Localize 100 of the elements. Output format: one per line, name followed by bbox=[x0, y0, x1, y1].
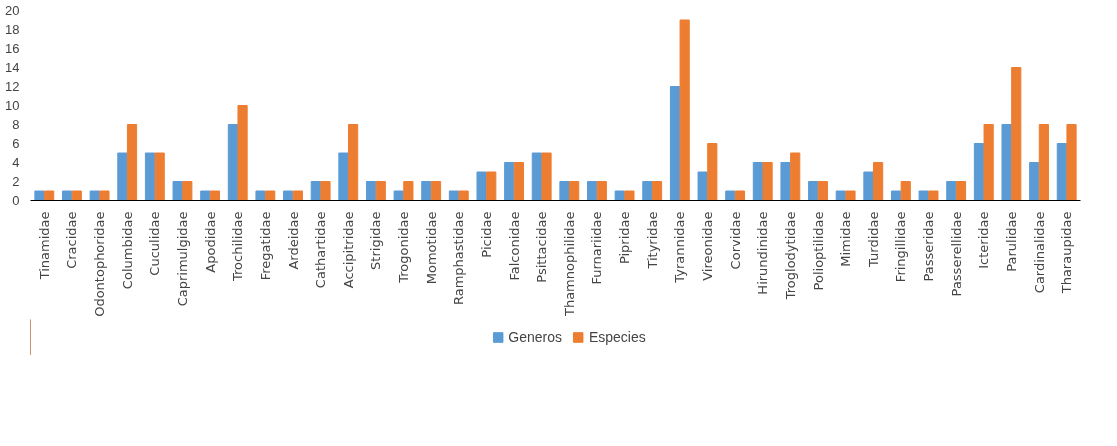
bar bbox=[955, 181, 967, 201]
bar bbox=[845, 190, 856, 201]
x-tick-label: Strigidae bbox=[368, 211, 384, 270]
bar bbox=[348, 124, 359, 201]
bar bbox=[624, 190, 635, 201]
bar bbox=[320, 181, 331, 201]
bar bbox=[1029, 162, 1040, 201]
x-tick-label: Picidae bbox=[478, 211, 494, 258]
bar bbox=[614, 190, 625, 201]
bar bbox=[569, 181, 580, 201]
y-tick-label: 18 bbox=[5, 22, 20, 37]
x-tick-label: Columbidae bbox=[119, 211, 135, 290]
bar bbox=[34, 190, 45, 201]
bar bbox=[117, 152, 128, 201]
bar bbox=[393, 190, 404, 201]
bar bbox=[71, 190, 82, 201]
bar bbox=[873, 162, 884, 201]
bar bbox=[99, 190, 110, 201]
bar bbox=[918, 190, 929, 201]
y-tick-label: 0 bbox=[12, 193, 20, 208]
x-tick-label: Cathartidae bbox=[313, 211, 329, 289]
x-tick-label: Thamnophilidae bbox=[561, 211, 577, 318]
x-tick-label: Troglodytidae bbox=[782, 211, 798, 301]
x-tick-label: Tinamidae bbox=[36, 211, 52, 281]
legend-label: Especies bbox=[588, 329, 646, 345]
bar bbox=[255, 190, 266, 201]
bar bbox=[835, 190, 846, 201]
y-tick-label: 12 bbox=[5, 79, 20, 94]
bar bbox=[172, 181, 183, 201]
x-tick-label: Cracidae bbox=[64, 211, 80, 269]
legend-label: Generos bbox=[508, 329, 562, 345]
y-tick-label: 8 bbox=[12, 117, 20, 132]
bar bbox=[283, 190, 294, 201]
x-tick-label: Falconidae bbox=[506, 211, 522, 281]
bar bbox=[642, 181, 653, 201]
y-tick-label: 10 bbox=[5, 98, 20, 113]
bar bbox=[1011, 67, 1022, 201]
y-tick-label: 20 bbox=[5, 3, 20, 18]
bar bbox=[182, 181, 193, 201]
x-tick-label: Apodidae bbox=[202, 211, 218, 273]
bar bbox=[587, 181, 598, 201]
bar bbox=[403, 181, 414, 201]
bar bbox=[1001, 124, 1012, 201]
x-tick-label: Turdidae bbox=[865, 211, 881, 268]
bar bbox=[292, 190, 303, 201]
bar bbox=[476, 171, 487, 201]
x-tick-label: Vireonidae bbox=[699, 211, 715, 281]
bar bbox=[375, 181, 386, 201]
x-tick-label: Tharaupidae bbox=[1059, 211, 1075, 295]
bar bbox=[790, 152, 801, 201]
y-tick-label: 14 bbox=[5, 60, 20, 75]
bar bbox=[697, 171, 708, 201]
x-tick-label: Passerellidae bbox=[948, 211, 964, 297]
x-tick-label: Momotidae bbox=[423, 211, 439, 285]
y-tick-label: 16 bbox=[5, 41, 20, 56]
bar bbox=[762, 162, 773, 201]
bar bbox=[725, 190, 736, 201]
y-tick-label: 2 bbox=[12, 174, 20, 189]
bar bbox=[808, 181, 819, 201]
bar bbox=[983, 124, 994, 201]
x-tick-label: Caprimulgidae bbox=[174, 211, 190, 307]
bar bbox=[780, 162, 791, 201]
x-tick-label: Passeridae bbox=[921, 211, 937, 282]
y-tick-label: 6 bbox=[12, 136, 20, 151]
bar bbox=[486, 171, 497, 201]
bar bbox=[44, 190, 55, 201]
x-tick-label: Hirundinidae bbox=[755, 211, 771, 295]
bar bbox=[338, 152, 349, 201]
bar bbox=[817, 181, 828, 201]
x-tick-label: Furnariidae bbox=[589, 211, 605, 285]
x-tick-label: Ramphastidae bbox=[451, 211, 467, 306]
bar bbox=[209, 190, 221, 201]
x-tick-label: Accipitridae bbox=[340, 211, 356, 289]
x-tick-label: Psittacidae bbox=[534, 211, 550, 283]
x-tick-label: Corvidae bbox=[727, 211, 743, 270]
bar bbox=[651, 181, 663, 201]
x-tick-label: Pipridae bbox=[617, 211, 633, 265]
bar bbox=[89, 190, 100, 201]
bar bbox=[265, 190, 276, 201]
bar bbox=[559, 181, 570, 201]
bar bbox=[707, 143, 718, 201]
x-tick-label: Fringillidae bbox=[893, 211, 909, 283]
bar bbox=[448, 190, 460, 201]
bar bbox=[541, 152, 552, 201]
x-tick-label: Parulidae bbox=[1003, 211, 1019, 272]
bar bbox=[430, 181, 442, 201]
bar bbox=[126, 124, 138, 201]
bar bbox=[734, 190, 746, 201]
bar bbox=[200, 190, 211, 201]
x-tick-label: Trogonidae bbox=[396, 211, 412, 284]
x-tick-label: Mimidae bbox=[838, 211, 854, 267]
y-tick-label: 4 bbox=[12, 155, 20, 170]
x-tick-label: Ardeidae bbox=[285, 211, 301, 270]
x-tick-label: Odontophoridae bbox=[92, 211, 108, 317]
bar bbox=[513, 162, 524, 201]
x-tick-label: Icteridae bbox=[976, 211, 992, 269]
x-tick-label: Tyrannidae bbox=[672, 211, 688, 284]
bar bbox=[1066, 124, 1077, 201]
bar bbox=[1038, 124, 1049, 201]
bar bbox=[679, 19, 690, 201]
